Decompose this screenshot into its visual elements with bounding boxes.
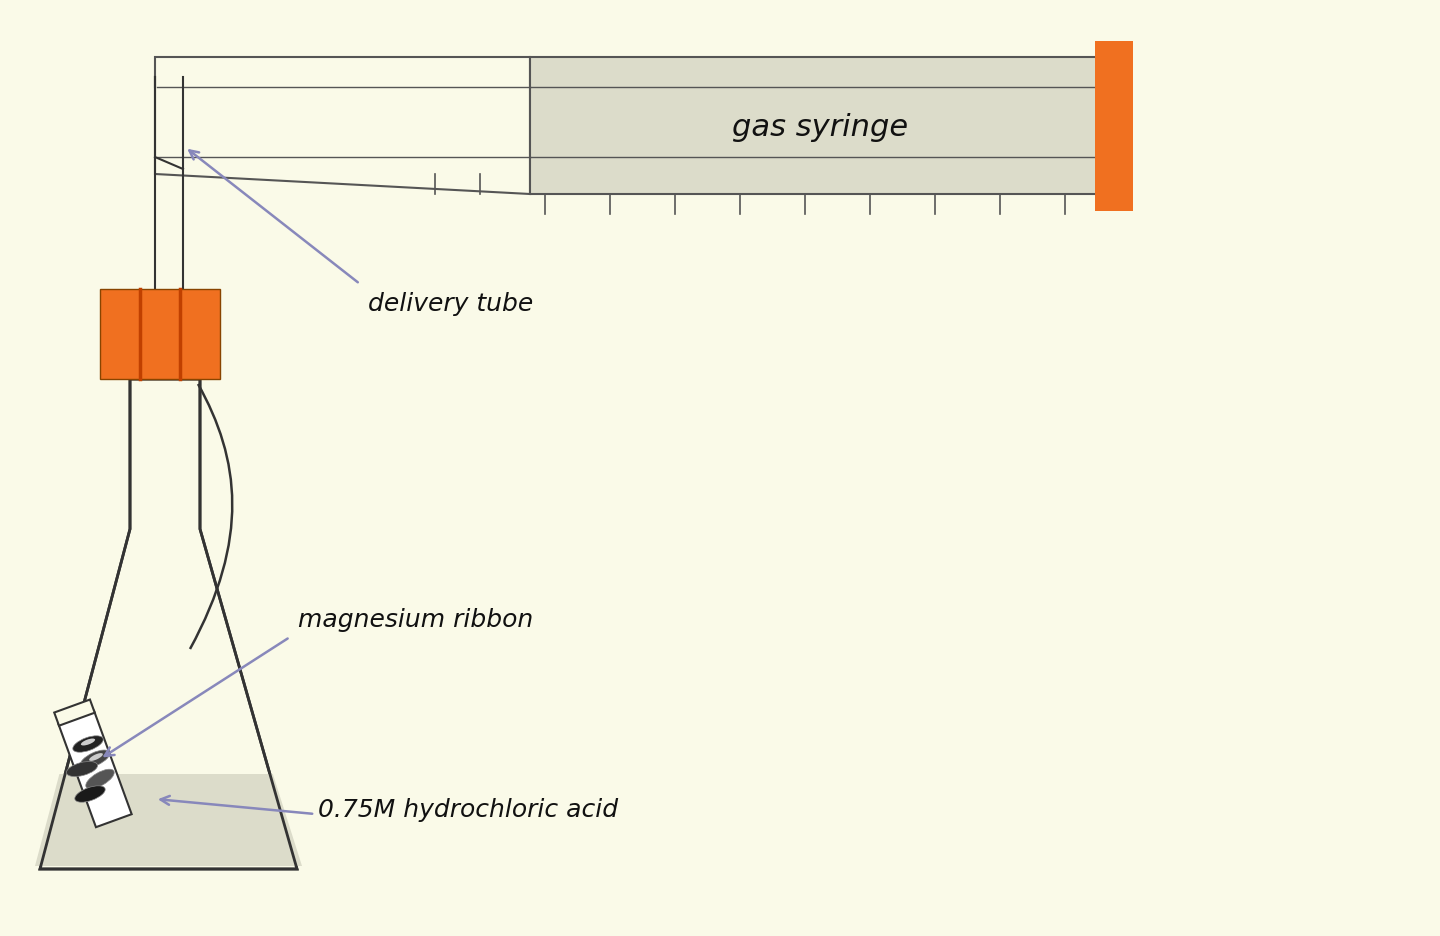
Polygon shape xyxy=(156,58,530,195)
Ellipse shape xyxy=(73,736,104,753)
Bar xyxy=(530,58,1100,195)
Bar xyxy=(55,700,95,726)
Ellipse shape xyxy=(66,762,98,777)
Bar xyxy=(59,711,131,827)
Text: 0.75M hydrochloric acid: 0.75M hydrochloric acid xyxy=(318,797,618,821)
Ellipse shape xyxy=(81,751,109,768)
Polygon shape xyxy=(40,380,297,869)
Text: delivery tube: delivery tube xyxy=(369,292,533,315)
Bar xyxy=(99,289,220,380)
Ellipse shape xyxy=(81,739,95,746)
Polygon shape xyxy=(35,774,302,866)
Text: gas syringe: gas syringe xyxy=(732,113,909,142)
Ellipse shape xyxy=(89,753,102,761)
Ellipse shape xyxy=(86,769,114,789)
Bar xyxy=(1094,42,1133,212)
Ellipse shape xyxy=(75,786,105,802)
Text: magnesium ribbon: magnesium ribbon xyxy=(298,607,533,631)
